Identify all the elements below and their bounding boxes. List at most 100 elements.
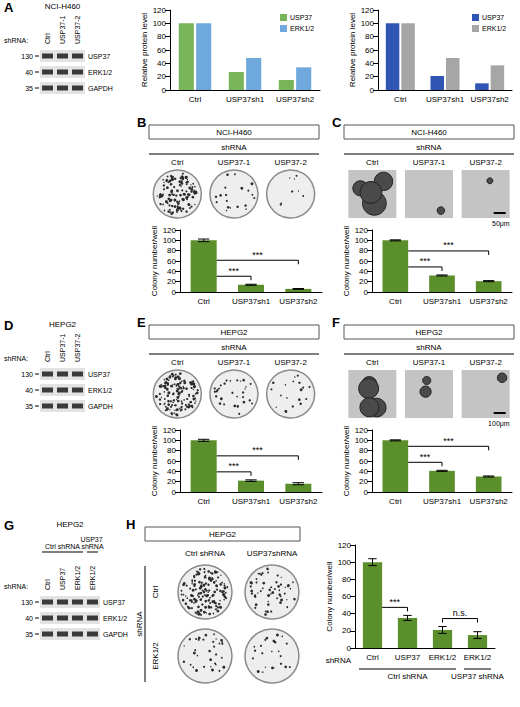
svg-text:Ctrl: Ctrl bbox=[189, 95, 202, 104]
svg-text:120: 120 bbox=[338, 541, 352, 550]
svg-text:0: 0 bbox=[172, 488, 177, 497]
svg-text:n.s.: n.s. bbox=[453, 608, 468, 618]
svg-text:0: 0 bbox=[364, 488, 369, 497]
svg-text:Ctrl: Ctrl bbox=[151, 586, 160, 599]
svg-text:130: 130 bbox=[21, 371, 33, 378]
svg-text:GAPDH: GAPDH bbox=[88, 403, 113, 410]
svg-text:60: 60 bbox=[359, 457, 368, 466]
svg-text:80: 80 bbox=[365, 32, 374, 41]
svg-text:USP37-1: USP37-1 bbox=[218, 158, 251, 167]
svg-text:60: 60 bbox=[167, 457, 176, 466]
svg-text:40: 40 bbox=[359, 267, 368, 276]
svg-text:120: 120 bbox=[361, 6, 375, 15]
svg-text:Ctrl: Ctrl bbox=[44, 351, 51, 362]
svg-text:A: A bbox=[4, 0, 14, 15]
svg-text:ERK1/2: ERK1/2 bbox=[290, 25, 314, 32]
svg-text:Colony number/well: Colony number/well bbox=[150, 226, 159, 296]
svg-text:60: 60 bbox=[157, 46, 166, 55]
svg-text:HEPG2: HEPG2 bbox=[415, 328, 443, 337]
svg-text:0: 0 bbox=[162, 86, 167, 95]
svg-text:ERK1/2: ERK1/2 bbox=[464, 653, 492, 662]
svg-text:Ctrl shRNA: Ctrl shRNA bbox=[387, 672, 428, 681]
svg-text:100: 100 bbox=[153, 19, 167, 28]
svg-text:80: 80 bbox=[167, 446, 176, 455]
svg-text:20: 20 bbox=[167, 477, 176, 486]
svg-text:USP37: USP37 bbox=[80, 536, 104, 543]
svg-text:120: 120 bbox=[163, 426, 177, 435]
svg-text:USP37-2: USP37-2 bbox=[469, 358, 502, 367]
svg-text:USP37-1: USP37-1 bbox=[413, 358, 446, 367]
svg-text:shRNA: shRNA bbox=[221, 143, 247, 152]
svg-text:20: 20 bbox=[342, 626, 351, 635]
svg-text:G: G bbox=[4, 518, 14, 533]
svg-text:Ctrl: Ctrl bbox=[171, 158, 184, 167]
svg-text:120: 120 bbox=[355, 226, 369, 235]
svg-text:USP37: USP37 bbox=[59, 568, 66, 590]
svg-text:ERK1/2: ERK1/2 bbox=[429, 653, 457, 662]
svg-text:HEPG2: HEPG2 bbox=[56, 520, 84, 529]
svg-text:40: 40 bbox=[25, 387, 33, 394]
svg-text:ERK1/2: ERK1/2 bbox=[482, 25, 506, 32]
svg-text:120: 120 bbox=[163, 226, 177, 235]
svg-text:120: 120 bbox=[153, 6, 167, 15]
svg-text:130: 130 bbox=[21, 599, 33, 606]
svg-text:HEPG2: HEPG2 bbox=[49, 320, 77, 329]
svg-text:D: D bbox=[4, 318, 13, 333]
svg-text:***: *** bbox=[443, 436, 454, 446]
svg-text:USP37sh2: USP37sh2 bbox=[276, 95, 315, 104]
svg-text:0: 0 bbox=[364, 288, 369, 297]
svg-text:130: 130 bbox=[21, 53, 33, 60]
svg-text:USP37sh2: USP37sh2 bbox=[279, 497, 318, 506]
svg-text:Ctrl: Ctrl bbox=[44, 33, 51, 44]
svg-text:***: *** bbox=[252, 250, 263, 260]
svg-text:F: F bbox=[332, 315, 340, 330]
svg-text:20: 20 bbox=[365, 72, 374, 81]
svg-text:Colony number/well: Colony number/well bbox=[150, 426, 159, 496]
svg-text:ERK1/2: ERK1/2 bbox=[88, 387, 112, 394]
svg-text:GAPDH: GAPDH bbox=[103, 631, 128, 638]
svg-text:USP37-2: USP37-2 bbox=[274, 358, 307, 367]
svg-text:***: *** bbox=[229, 266, 240, 276]
svg-text:USP37sh2: USP37sh2 bbox=[471, 95, 510, 104]
svg-text:40: 40 bbox=[167, 267, 176, 276]
svg-text:NCI-H460: NCI-H460 bbox=[411, 128, 447, 137]
svg-text:***: *** bbox=[443, 240, 454, 250]
svg-text:***: *** bbox=[229, 461, 240, 471]
svg-text:USP37: USP37 bbox=[88, 53, 110, 60]
svg-text:100: 100 bbox=[361, 19, 375, 28]
svg-text:USP37-1: USP37-1 bbox=[218, 358, 251, 367]
svg-text:Ctrl: Ctrl bbox=[394, 95, 407, 104]
svg-text:shRNA:: shRNA: bbox=[4, 355, 28, 362]
svg-text:60: 60 bbox=[167, 257, 176, 266]
svg-text:20: 20 bbox=[359, 477, 368, 486]
svg-text:Ctrl: Ctrl bbox=[44, 579, 51, 590]
svg-text:shRNA: shRNA bbox=[135, 611, 144, 637]
svg-text:shRNA: shRNA bbox=[416, 143, 442, 152]
svg-text:80: 80 bbox=[167, 246, 176, 255]
svg-text:100: 100 bbox=[355, 236, 369, 245]
svg-text:35: 35 bbox=[25, 631, 33, 638]
svg-text:ERK1/2: ERK1/2 bbox=[74, 566, 81, 590]
svg-text:20: 20 bbox=[359, 277, 368, 286]
svg-text:USP37sh1: USP37sh1 bbox=[423, 297, 462, 306]
svg-text:Ctrl: Ctrl bbox=[389, 297, 402, 306]
svg-text:USP37-1: USP37-1 bbox=[59, 333, 66, 362]
svg-text:40: 40 bbox=[25, 615, 33, 622]
svg-text:ERK1/2: ERK1/2 bbox=[88, 69, 112, 76]
svg-text:Ctrl: Ctrl bbox=[389, 497, 402, 506]
svg-text:USP37: USP37 bbox=[482, 14, 504, 21]
svg-text:HEPG2: HEPG2 bbox=[209, 530, 237, 539]
svg-text:shRNA:: shRNA: bbox=[4, 37, 28, 44]
svg-text:USP37: USP37 bbox=[395, 653, 421, 662]
svg-text:100: 100 bbox=[163, 436, 177, 445]
svg-text:Ctrl: Ctrl bbox=[366, 158, 379, 167]
svg-text:***: *** bbox=[420, 256, 431, 266]
svg-text:35: 35 bbox=[25, 85, 33, 92]
svg-text:USP37sh2: USP37sh2 bbox=[279, 297, 318, 306]
svg-text:Ctrl shRNA: Ctrl shRNA bbox=[185, 549, 226, 558]
svg-text:USP37: USP37 bbox=[88, 371, 110, 378]
svg-text:20: 20 bbox=[157, 72, 166, 81]
svg-text:USP37-1: USP37-1 bbox=[413, 158, 446, 167]
svg-text:ERK1/2: ERK1/2 bbox=[89, 566, 96, 590]
svg-text:USP37 shRNA: USP37 shRNA bbox=[451, 672, 505, 681]
